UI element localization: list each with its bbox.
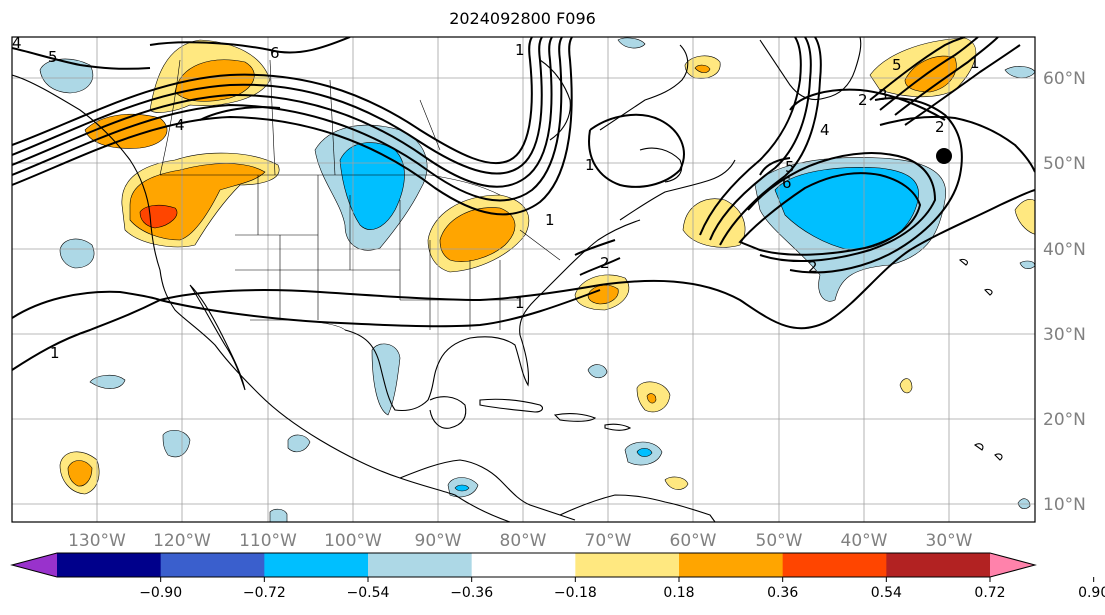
colorbar-tick-label: −0.36	[450, 585, 493, 601]
contour-label: 1	[970, 54, 980, 72]
lat-label: 30°N	[1043, 325, 1086, 345]
colorbar-tick-label: 0.90	[1078, 585, 1105, 601]
contour-label: 4	[12, 34, 22, 52]
colorbar-segment	[886, 553, 991, 577]
colorbar-tick-label: −0.18	[554, 585, 597, 601]
colorbar-tick-label: −0.72	[243, 585, 286, 601]
contour-label: 2	[935, 118, 945, 136]
contour-label: 5	[48, 48, 58, 66]
lon-label: 40°W	[841, 531, 888, 551]
colorbar-tick-label: 0.54	[871, 585, 902, 601]
lon-label: 100°W	[324, 531, 382, 551]
contour-label: 4	[175, 116, 185, 134]
map-title: 2024092800 F096	[449, 9, 596, 28]
colorbar-extend-low	[12, 553, 57, 577]
lon-label: 90°W	[415, 531, 462, 551]
latitude-labels: 60°N 50°N 40°N 30°N 20°N 10°N	[1043, 69, 1086, 515]
contour-label: 4	[820, 121, 830, 139]
colorbar: −0.90 −0.72 −0.54 −0.36 −0.18 0.18 0.36 0.54 0.7…	[10, 552, 1105, 601]
map-border	[11, 36, 1036, 523]
colorbar-segment	[575, 553, 680, 577]
colorbar-tick-label: 0.18	[663, 585, 694, 601]
colorbar-tick-label: 0.36	[767, 585, 798, 601]
lon-label: 130°W	[68, 531, 126, 551]
contour-label: 2	[808, 258, 818, 276]
lat-label: 20°N	[1043, 410, 1086, 430]
colorbar-segment	[57, 553, 162, 577]
political-borders	[159, 59, 561, 331]
lon-label: 120°W	[153, 531, 211, 551]
colorbar-tick-label: 0.72	[974, 585, 1005, 601]
colorbar-extend-high	[990, 553, 1035, 577]
lon-label: 50°W	[756, 531, 803, 551]
lat-label: 60°N	[1043, 69, 1086, 89]
lat-label: 40°N	[1043, 240, 1086, 260]
contour-label: 2	[600, 254, 610, 272]
colorbar-tick-label: −0.54	[347, 585, 390, 601]
lat-label: 50°N	[1043, 154, 1086, 174]
colorbar-tick-label: −0.90	[139, 585, 182, 601]
colorbar-segment	[471, 553, 576, 577]
contour-label: 1	[515, 41, 525, 59]
coastlines	[12, 37, 1003, 522]
contour-labels: 5 6 4 1 1 1 2 1 1 2 5 6 4 2 2 5 3 1 4	[12, 34, 980, 362]
colorbar-segment	[679, 553, 784, 577]
colorbar-segment	[782, 553, 887, 577]
colorbar-outline	[10, 552, 1037, 578]
colorbar-segment	[368, 553, 473, 577]
colorbar-segment	[160, 553, 265, 577]
contour-label: 3	[878, 86, 888, 104]
contour-label: 1	[515, 294, 525, 312]
lon-label: 70°W	[585, 531, 632, 551]
lon-label: 80°W	[500, 531, 547, 551]
lon-label: 60°W	[670, 531, 717, 551]
lon-label: 110°W	[239, 531, 297, 551]
contour-label: 5	[892, 56, 902, 74]
colorbar-segment	[264, 553, 369, 577]
lon-label: 30°W	[926, 531, 973, 551]
lat-label: 10°N	[1043, 495, 1086, 515]
contour-label: 1	[545, 211, 555, 229]
contour-label: 1	[585, 156, 595, 174]
contour-label: 1	[50, 344, 60, 362]
storm-marker	[936, 148, 952, 164]
contour-label: 6	[270, 44, 280, 62]
contour-label: 6	[782, 174, 792, 192]
longitude-labels: 130°W 120°W 110°W 100°W 90°W 80°W 70°W 6…	[68, 531, 973, 551]
contour-label: 5	[785, 158, 795, 176]
contour-lines	[12, 37, 1035, 371]
contour-label: 2	[858, 91, 868, 109]
